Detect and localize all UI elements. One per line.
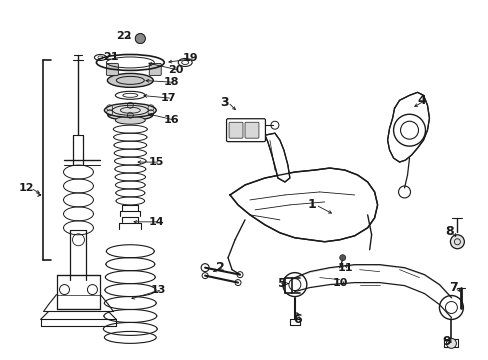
Ellipse shape [104,103,156,117]
Text: 14: 14 [148,217,163,227]
Text: 15: 15 [148,157,163,167]
Text: 11: 11 [337,263,352,273]
Text: 22: 22 [116,31,132,41]
Text: 5: 5 [277,277,286,290]
Text: 8: 8 [445,225,453,238]
Text: 17: 17 [160,93,175,103]
Text: 3: 3 [220,96,228,109]
Circle shape [135,33,145,44]
Text: 21: 21 [103,53,119,63]
Text: 7: 7 [448,281,457,294]
Text: 13: 13 [150,284,165,294]
FancyBboxPatch shape [149,63,161,75]
Text: 1: 1 [307,198,316,211]
Ellipse shape [107,73,153,87]
Text: 18: 18 [163,77,179,87]
Circle shape [446,338,455,348]
FancyBboxPatch shape [244,122,259,138]
Text: 10: 10 [332,278,347,288]
Circle shape [449,235,464,249]
Text: 19: 19 [183,54,199,63]
Polygon shape [387,92,428,162]
Text: 16: 16 [163,115,179,125]
Text: 20: 20 [168,66,183,76]
FancyBboxPatch shape [228,122,243,138]
Text: 9: 9 [442,335,450,348]
Polygon shape [229,168,377,242]
Text: 4: 4 [417,94,426,107]
Ellipse shape [116,76,144,84]
Text: 12: 12 [19,183,34,193]
Ellipse shape [108,110,152,120]
FancyBboxPatch shape [106,63,118,75]
Ellipse shape [115,116,145,124]
Ellipse shape [112,105,148,115]
Text: 2: 2 [216,261,224,274]
FancyBboxPatch shape [226,119,265,141]
Polygon shape [264,133,289,182]
Circle shape [339,255,345,261]
Text: 6: 6 [292,313,301,326]
